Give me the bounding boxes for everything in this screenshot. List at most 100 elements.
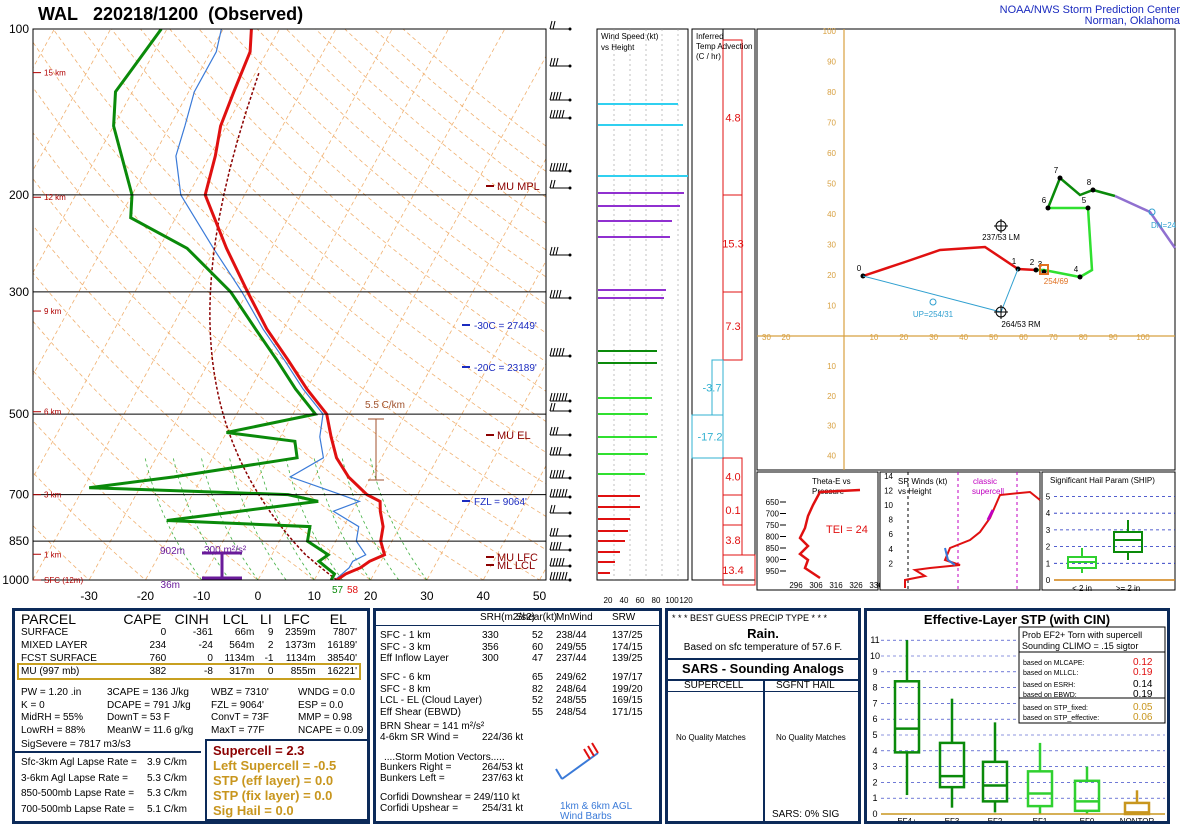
wind-barb-flag (552, 557, 556, 567)
wind-barb-flag (564, 162, 568, 172)
hodo-up-line (862, 275, 1002, 313)
stp-prob-label: based on ESRH: (1023, 682, 1075, 689)
stp-y-tick: 2 (872, 777, 877, 787)
wind-barb-flag (549, 347, 553, 357)
wind-barb-flag (549, 91, 553, 101)
wind-barb-flag (558, 571, 562, 581)
dry-adiabat (81, 29, 546, 453)
theta-e-line (798, 488, 861, 580)
parcel-cell: 9 (267, 627, 274, 638)
index-value: MeanW = 11.6 g/kg (107, 724, 194, 736)
ship-whisker-ge2 (1114, 520, 1142, 560)
parcel-cell: 1134m (224, 653, 255, 664)
kin-cell: 197/17 (612, 672, 643, 683)
stp-category: EF0 (1080, 817, 1095, 821)
wind-speed-title: Wind Speed (kt) (601, 32, 659, 41)
wind-speed-tick: 40 (620, 596, 629, 605)
lapse-rate-label: Sfc-3km Agl Lapse Rate = (21, 757, 137, 768)
stp-y-tick: 5 (872, 730, 877, 740)
index-value: LowRH = 88% (21, 724, 86, 736)
moist-adiabat (313, 457, 371, 580)
wind-barb-flag (558, 109, 562, 119)
stp-boxplot: 0 1 2 3 4 5 6 7 8 9 10 11 EF4+ EF3 EF2 EF1 EF0 NONTOR Prob… (870, 626, 1166, 821)
moist-adiabat (201, 457, 259, 580)
sr-winds-line-purple (986, 509, 995, 521)
parcel-cell: -8 (204, 666, 213, 677)
wind-barb-flag (549, 469, 553, 479)
isotherm-line (313, 157, 546, 580)
kin-header: Shear(kt) (516, 612, 558, 623)
stp-prob-box (1018, 626, 1166, 653)
isotherm-line (370, 260, 546, 580)
hodo-point-label: 5 (1082, 196, 1087, 205)
dry-adiabat (169, 29, 546, 363)
parcel-cell: LCL (222, 611, 249, 627)
hodo-x-tick: 60 (1019, 333, 1028, 342)
kin-cell: 249/55 (556, 641, 587, 653)
wind-barb-flag (558, 488, 562, 498)
wind-barb-flag (555, 426, 559, 436)
lapse-rate-label: 5.5 C/km (365, 400, 405, 411)
wind-barb-flag (549, 426, 553, 436)
stp-prob-value: 0.14 (1133, 679, 1153, 690)
kin-cell: Eff Shear (EBWD) (380, 706, 461, 718)
wind-barb-flag (552, 162, 556, 172)
isotherm-line (201, 29, 506, 580)
kin-cell: SFC - 8 km (380, 683, 431, 695)
stp-box (981, 760, 1009, 803)
hodo-y-tick: 90 (827, 58, 836, 67)
index-value: DownT = 53 F (107, 712, 170, 723)
hodo-trace-0-3km (862, 245, 1037, 278)
hodo-corfidi-marker (1039, 264, 1049, 275)
index-value: DCAPE = 791 J/kg (107, 699, 191, 711)
hodo-point (1057, 175, 1063, 181)
hodo-lm-label: 237/53 LM (982, 233, 1020, 242)
ship-cat: < 2 in (1072, 584, 1092, 593)
parcel-cell: CINH (174, 611, 209, 627)
parcel-panel: PARCEL CAPE CINH LCL LI LFC EL SURFACE 0 -361 66m 9… (12, 608, 370, 824)
sars-title: SARS - Sounding Analogs (681, 661, 844, 676)
parcel-cell: 16189' (327, 640, 357, 651)
theta-e-frame (756, 471, 879, 591)
dry-adiabat (33, 41, 546, 517)
stp-y-tick: 3 (872, 762, 877, 772)
moist-adiabat (172, 457, 231, 580)
dry-adiabat (33, 320, 315, 580)
lapse-rate-label: 850-500mb Lapse Rate = (21, 788, 135, 799)
sr-winds-tick: 12 (884, 486, 893, 495)
hodo-cw-label: 254/69 (1044, 277, 1069, 286)
sr-winds-line-blue (944, 547, 956, 566)
parcel-row: MIXED LAYER 234 -24 564m 2 1373m 16189' (19, 639, 359, 652)
height-label: SFC (12m) (44, 576, 83, 585)
dry-adiabat (198, 29, 546, 334)
wind-barb-flag (549, 557, 553, 567)
dry-adiabat (111, 29, 546, 422)
wind-barb-flag (549, 571, 553, 581)
moist-adiabat (229, 457, 287, 580)
wind-barb-flag (564, 392, 568, 402)
kin-cell: 248/55 (556, 695, 587, 706)
index-value: WNDG = 0.0 (298, 687, 355, 698)
parcel-row: MU (997 mb) 382 -8 317m 0 855m 16221' (17, 663, 361, 680)
hodo-y-tick: 30 (827, 241, 836, 250)
height-label: 12 km (44, 193, 66, 202)
sr-winds-tick: 6 (889, 530, 894, 539)
hodo-y-tick: 80 (827, 88, 836, 97)
wind-barb-flag (552, 402, 556, 412)
parcel-row: PARCEL CAPE CINH LCL LI LFC EL (19, 611, 359, 627)
lfc-label: MU LFC (497, 552, 538, 564)
hodo-point-label: 1 (1012, 257, 1017, 266)
wind-barb-flag (552, 527, 556, 537)
wind-barb-flag (555, 91, 559, 101)
left-supercell-text: Left Supercell = -0.5 (213, 758, 337, 773)
parcel-cell: 1134m (285, 653, 316, 664)
eff-top-label: 902m (160, 546, 185, 557)
kin-cell: 248/54 (556, 706, 587, 718)
parcel-cell: -361 (192, 627, 213, 638)
parcel-cell: LI (260, 611, 272, 627)
wind-barb-flag (552, 469, 556, 479)
parcel-row: SURFACE 0 -361 66m 9 2359m 7807' (19, 626, 359, 639)
wind-barb-flag (558, 347, 562, 357)
kin-cell: 169/15 (612, 695, 643, 706)
kin-cell: Eff Inflow Layer (380, 653, 449, 664)
